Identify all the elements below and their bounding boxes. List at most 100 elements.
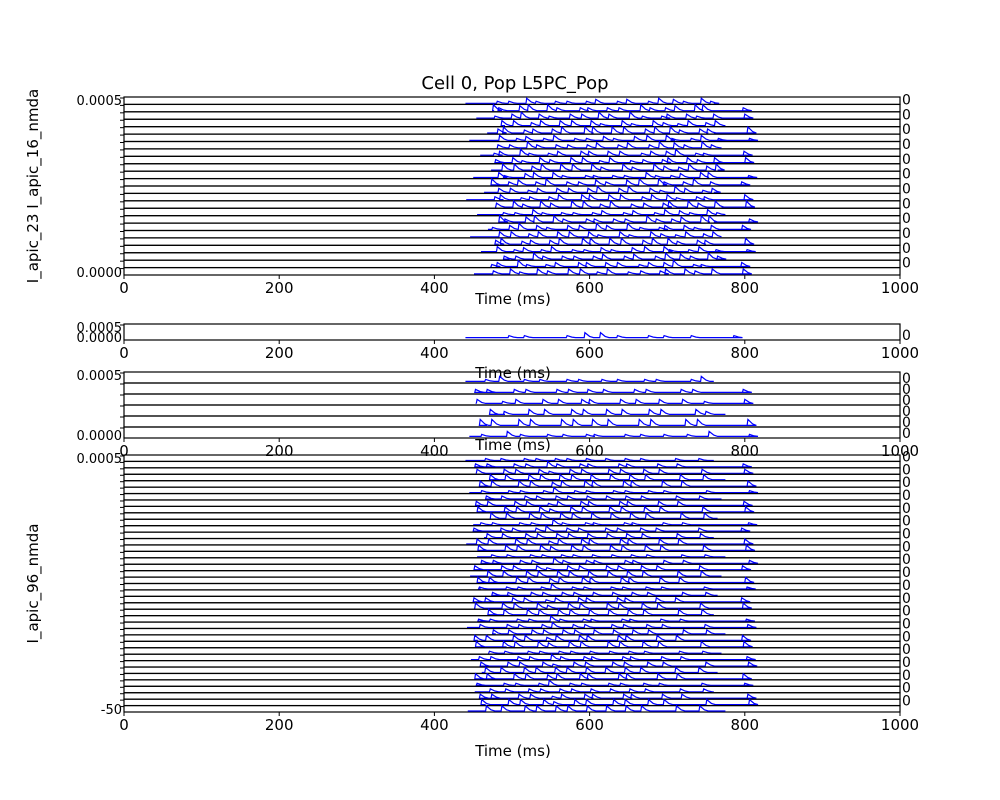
- trace-line: [470, 230, 722, 238]
- right-tick-label: 0: [902, 578, 911, 594]
- trace-line: [477, 554, 726, 558]
- trace-line: [488, 408, 726, 415]
- trace-line: [465, 331, 743, 339]
- trace-line: [466, 621, 757, 629]
- trace-line: [480, 245, 756, 253]
- right-tick-label: 0: [902, 629, 911, 645]
- x-tick-label: 800: [730, 279, 759, 297]
- trace-line: [474, 672, 752, 680]
- trace-line: [469, 486, 759, 494]
- right-tick-label: 0: [902, 668, 911, 684]
- trace-line: [494, 156, 755, 164]
- trace-line: [469, 134, 759, 142]
- y-tick-label-top: 0.0005: [77, 321, 123, 336]
- x-tick-label: 800: [730, 716, 759, 734]
- trace-line: [479, 661, 758, 667]
- trace-line: [473, 634, 752, 642]
- trace-line: [502, 251, 727, 260]
- trace-line: [500, 119, 726, 127]
- trace-line: [472, 596, 751, 603]
- right-tick-label: 0: [902, 501, 911, 517]
- trace-line: [474, 500, 753, 507]
- trace-line: [469, 430, 759, 437]
- trace-line: [487, 125, 757, 134]
- x-tick-label: 1000: [881, 279, 919, 297]
- y-tick-label-bottom: 0.0000: [77, 331, 123, 346]
- subplot-axis: 0: [120, 323, 911, 344]
- trace-line: [488, 473, 726, 481]
- trace-line: [474, 460, 752, 468]
- trace-line: [480, 556, 759, 565]
- trace-line: [467, 704, 726, 712]
- y-tick-label-top: 0.0005: [77, 452, 123, 467]
- x-tick-label: 600: [575, 716, 604, 734]
- right-tick-label: 0: [902, 404, 911, 420]
- trace-line: [478, 479, 757, 487]
- trace-line: [475, 679, 754, 686]
- right-tick-label: 0: [902, 393, 911, 409]
- right-tick-label: 0: [902, 462, 911, 478]
- x-axis-label: Time (ms): [474, 290, 551, 308]
- right-tick-label: 0: [902, 591, 911, 607]
- right-tick-label: 0: [902, 211, 911, 227]
- axes-frame: [123, 426, 901, 439]
- x-axis-label: Time (ms): [474, 436, 551, 454]
- right-tick-label: 0: [902, 616, 911, 632]
- trace-line: [465, 457, 714, 462]
- right-tick-label: 0: [902, 488, 911, 504]
- y-tick-label-bottom: -50: [101, 703, 122, 718]
- right-tick-label: 0: [902, 642, 911, 658]
- trace-line: [474, 640, 753, 648]
- y-axis-label: I_apic_96_nmda: [24, 524, 43, 644]
- trace-line: [476, 505, 755, 513]
- y-tick-label-top: 0.0005: [77, 94, 123, 109]
- trace-line: [472, 524, 751, 532]
- trace-line: [470, 653, 756, 661]
- trace-line: [487, 222, 752, 231]
- trace-line: [473, 518, 758, 526]
- y-tick-label-bottom: 0.0000: [77, 429, 123, 444]
- trace-line: [473, 602, 752, 609]
- x-tick-label: 800: [730, 442, 759, 460]
- x-tick-label: 200: [265, 442, 294, 460]
- trace-line: [475, 468, 754, 474]
- trace-line: [494, 199, 756, 208]
- x-tick-label: 1000: [881, 716, 919, 734]
- x-axis-label: Time (ms): [474, 742, 551, 760]
- right-tick-label: 0: [902, 694, 911, 710]
- x-axis-label: Time (ms): [474, 364, 551, 382]
- trace-line: [480, 148, 753, 156]
- right-tick-label: 0: [902, 167, 911, 183]
- right-tick-label: 0: [902, 92, 911, 108]
- x-tick-label: 0: [119, 344, 129, 362]
- trace-line: [496, 140, 722, 149]
- right-tick-label: 0: [902, 196, 911, 212]
- trace-line: [491, 591, 718, 596]
- y-tick-label-bottom: 0.0000: [77, 266, 123, 281]
- right-tick-label: 0: [902, 328, 911, 344]
- trace-line: [490, 259, 751, 268]
- x-tick-label: 800: [730, 344, 759, 362]
- x-tick-label: 400: [420, 442, 449, 460]
- subplot-axis: 0: [120, 426, 911, 442]
- right-tick-label: 0: [902, 681, 911, 697]
- trace-line: [477, 208, 726, 216]
- trace-line: [476, 110, 754, 119]
- right-tick-label: 0: [902, 604, 911, 620]
- trace-line: [498, 214, 759, 223]
- trace-line: [487, 608, 714, 616]
- axes-frame: [123, 323, 901, 341]
- trace-line: [477, 582, 756, 590]
- right-tick-label: 0: [902, 415, 911, 431]
- right-tick-label: 0: [902, 256, 911, 272]
- x-tick-label: 600: [575, 344, 604, 362]
- x-tick-label: 200: [265, 279, 294, 297]
- right-tick-label: 0: [902, 449, 911, 465]
- x-tick-label: 600: [575, 442, 604, 460]
- right-tick-label: 0: [902, 371, 911, 387]
- x-tick-label: 0: [119, 279, 129, 297]
